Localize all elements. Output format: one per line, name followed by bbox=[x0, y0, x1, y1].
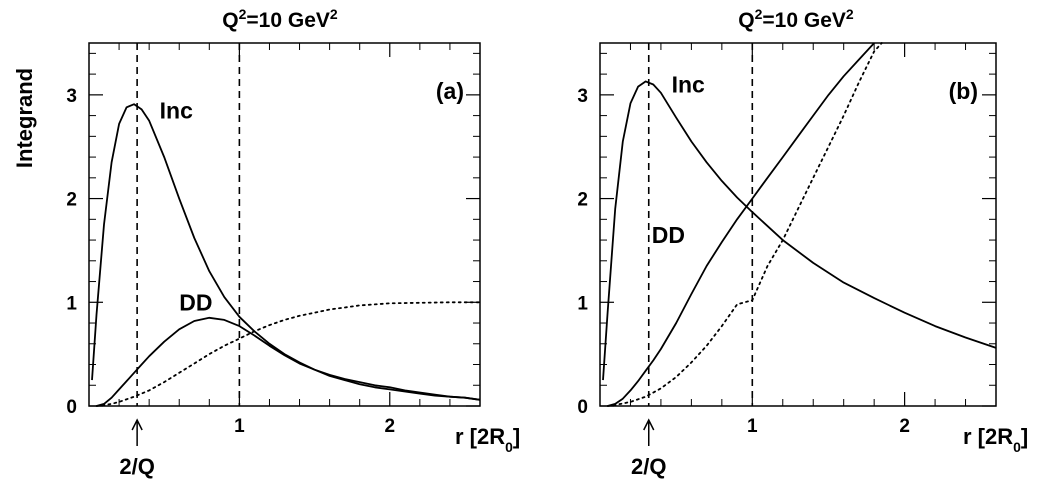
panel-b-reference-lines bbox=[647, 43, 754, 406]
panel-b-ticks: 0 1 2 3 1 2 bbox=[577, 43, 996, 437]
panel-a-labels: Inc DD 2/Q bbox=[119, 97, 212, 479]
panel-b: Q2=10 GeV2 0 1 2 3 1 2 Inc DD 2/Q (b) r [2R0] bbox=[577, 6, 1028, 479]
y-tick-label: 1 bbox=[577, 293, 588, 314]
annotation-label: 2/Q bbox=[119, 454, 154, 479]
panel-b-frame bbox=[599, 42, 997, 407]
panel-a-title: Q2=10 GeV2 bbox=[222, 6, 338, 32]
panel-b-curves bbox=[602, 42, 997, 407]
annotation-arrow-head bbox=[131, 418, 143, 431]
dd-curve bbox=[607, 42, 875, 407]
y-tick-label: 2 bbox=[577, 190, 588, 211]
x-tick-label: 2 bbox=[899, 416, 910, 437]
panel-b-x-axis-title: r [2R0] bbox=[963, 424, 1028, 455]
panel-a-x-axis-title: r [2R0] bbox=[455, 424, 520, 455]
panel-a-frame bbox=[88, 42, 481, 407]
panel-a-curves bbox=[91, 103, 481, 407]
annotation-label: 2/Q bbox=[631, 454, 666, 479]
panel-a-id: (a) bbox=[436, 78, 464, 104]
dd-curve-label: DD bbox=[179, 289, 212, 315]
x-tick-label: 1 bbox=[747, 416, 758, 437]
dotted-curve bbox=[95, 301, 481, 407]
panel-b-labels: Inc DD 2/Q bbox=[631, 71, 705, 479]
x-tick-label: 2 bbox=[384, 416, 395, 437]
inc-curve-label: Inc bbox=[160, 97, 193, 123]
x-tick-label: 1 bbox=[234, 416, 245, 437]
dd-curve-label: DD bbox=[652, 222, 685, 248]
panel-b-title: Q2=10 GeV2 bbox=[738, 6, 854, 32]
inc-curve bbox=[602, 80, 997, 381]
y-tick-label: 2 bbox=[66, 190, 77, 211]
dotted-curve bbox=[606, 42, 883, 407]
y-tick-label: 1 bbox=[66, 293, 77, 314]
y-axis-title: Integrand bbox=[12, 68, 37, 168]
dd-curve bbox=[96, 316, 481, 407]
panel-a-reference-lines bbox=[136, 43, 241, 406]
inc-curve-label: Inc bbox=[672, 71, 705, 97]
panel-b-id: (b) bbox=[949, 78, 978, 104]
annotation-arrow-head bbox=[643, 418, 655, 431]
y-tick-label: 3 bbox=[577, 86, 588, 107]
panel-a: Q2=10 GeV2 0 1 2 3 1 2 Inc DD 2/Q (a) r [2R0] bbox=[66, 6, 520, 479]
y-tick-label: 0 bbox=[66, 397, 77, 418]
y-tick-label: 0 bbox=[577, 397, 588, 418]
y-tick-label: 3 bbox=[66, 86, 77, 107]
